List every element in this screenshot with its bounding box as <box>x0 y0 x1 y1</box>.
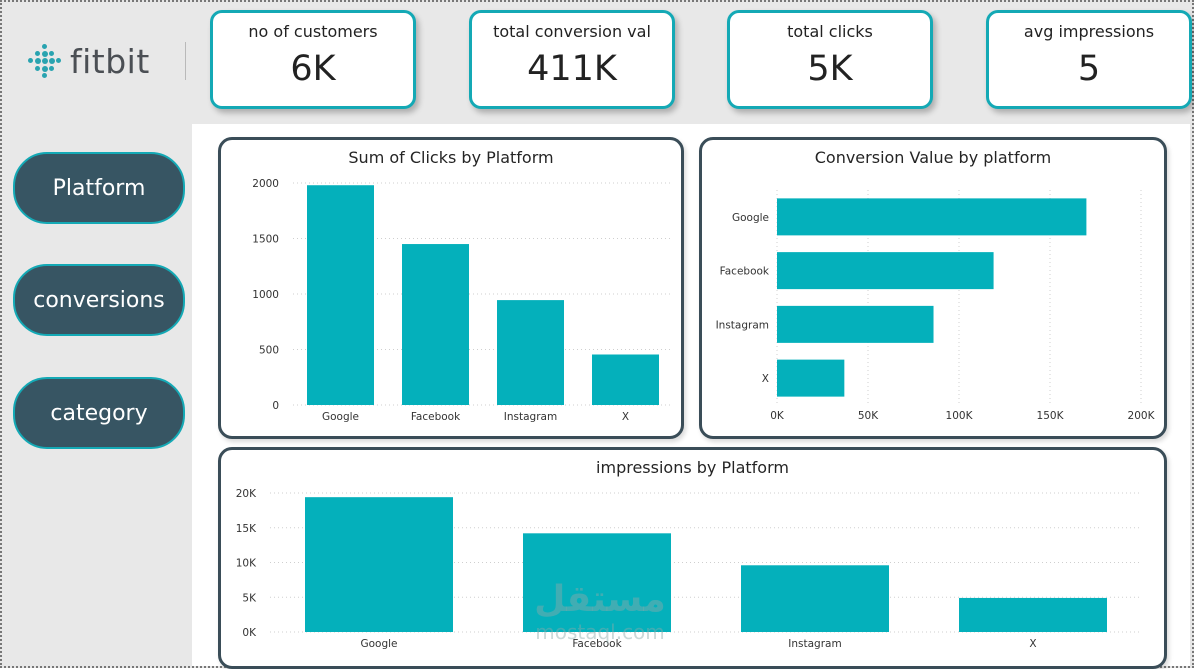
kpi-label: avg impressions <box>1023 22 1155 41</box>
clicks-bar-chart: 0 500 1000 1500 2000 Google Facebook Instagram X <box>252 178 673 423</box>
x-tick-label: Facebook <box>572 638 622 650</box>
bar-facebook <box>777 252 994 290</box>
impressions-bar-chart: 0K 5K 10K 15K 20K Google Facebook Instagram X <box>236 488 1142 650</box>
y-tick-label: X <box>762 373 769 385</box>
bar-x <box>777 359 845 397</box>
y-tick-label: 2000 <box>252 178 279 190</box>
y-tick-label: 20K <box>236 488 257 500</box>
kpi-value: 5 <box>1077 49 1101 89</box>
kpi-value: 6K <box>290 49 336 89</box>
y-tick-label: 500 <box>259 345 279 357</box>
kpi-clicks: total clicks 5K <box>727 10 933 109</box>
y-tick-label: 1000 <box>252 289 279 301</box>
y-tick-label: Instagram <box>716 319 769 331</box>
x-tick-label: Facebook <box>411 411 461 423</box>
y-tick-label: 15K <box>236 523 257 535</box>
bar-instagram <box>741 565 889 632</box>
y-tick-label: 0 <box>272 400 279 412</box>
chart-title: impressions by Platform <box>596 458 789 477</box>
chart-title: Sum of Clicks by Platform <box>348 148 554 167</box>
x-tick-label: 100K <box>946 410 974 422</box>
bar-x <box>592 354 659 405</box>
bar-facebook <box>402 244 469 405</box>
bar-google <box>305 497 453 632</box>
kpi-conversion-value: total conversion val 411K <box>469 10 675 109</box>
bar-instagram <box>777 305 934 343</box>
kpi-impressions: avg impressions 5 <box>986 10 1192 109</box>
fitbit-logo: fitbit <box>26 38 150 84</box>
nav-category-button[interactable]: category <box>13 377 185 449</box>
bar-google <box>777 198 1087 236</box>
y-tick-label: 0K <box>242 627 257 639</box>
kpi-label: no of customers <box>248 22 378 41</box>
impressions-chart-card: impressions by Platform 0K 5K 10K 15K 20K Goo… <box>218 447 1167 669</box>
nav-conversions-button[interactable]: conversions <box>13 264 185 336</box>
logo-divider <box>185 42 186 80</box>
kpi-label: total clicks <box>787 22 873 41</box>
bar-facebook <box>523 533 671 632</box>
y-tick-label: Google <box>732 212 769 224</box>
fitbit-dots-icon <box>26 43 62 79</box>
chart-title: Conversion Value by platform <box>814 148 1052 167</box>
kpi-label: total conversion val <box>493 22 651 41</box>
bar-x <box>959 597 1107 632</box>
x-tick-label: Google <box>322 411 359 423</box>
x-tick-label: 150K <box>1037 410 1065 422</box>
kpi-value: 5K <box>807 49 853 89</box>
conversion-chart-card: Conversion Value by platform 0K 50K 100K 15… <box>699 137 1167 439</box>
brand-name: fitbit <box>70 41 150 81</box>
conversion-bar-chart: 0K 50K 100K 150K 200K Google Facebook Instagram… <box>716 190 1156 422</box>
x-tick-label: X <box>622 411 629 423</box>
y-tick-label: Facebook <box>720 266 770 278</box>
x-tick-label: 0K <box>770 410 785 422</box>
x-tick-label: Instagram <box>788 638 841 650</box>
clicks-chart-card: Sum of Clicks by Platform 0 500 1000 1500 20… <box>218 137 684 439</box>
y-tick-label: 1500 <box>252 234 279 246</box>
y-tick-label: 5K <box>242 592 257 604</box>
bar-instagram <box>497 300 564 405</box>
x-tick-label: 50K <box>858 410 879 422</box>
x-tick-label: Google <box>360 638 397 650</box>
x-tick-label: 200K <box>1128 410 1156 422</box>
x-tick-label: X <box>1029 638 1036 650</box>
kpi-value: 411K <box>527 49 617 89</box>
kpi-customers: no of customers 6K <box>210 10 416 109</box>
y-tick-label: 10K <box>236 558 257 570</box>
bar-google <box>307 185 374 405</box>
nav-platform-button[interactable]: Platform <box>13 152 185 224</box>
x-tick-label: Instagram <box>504 411 557 423</box>
